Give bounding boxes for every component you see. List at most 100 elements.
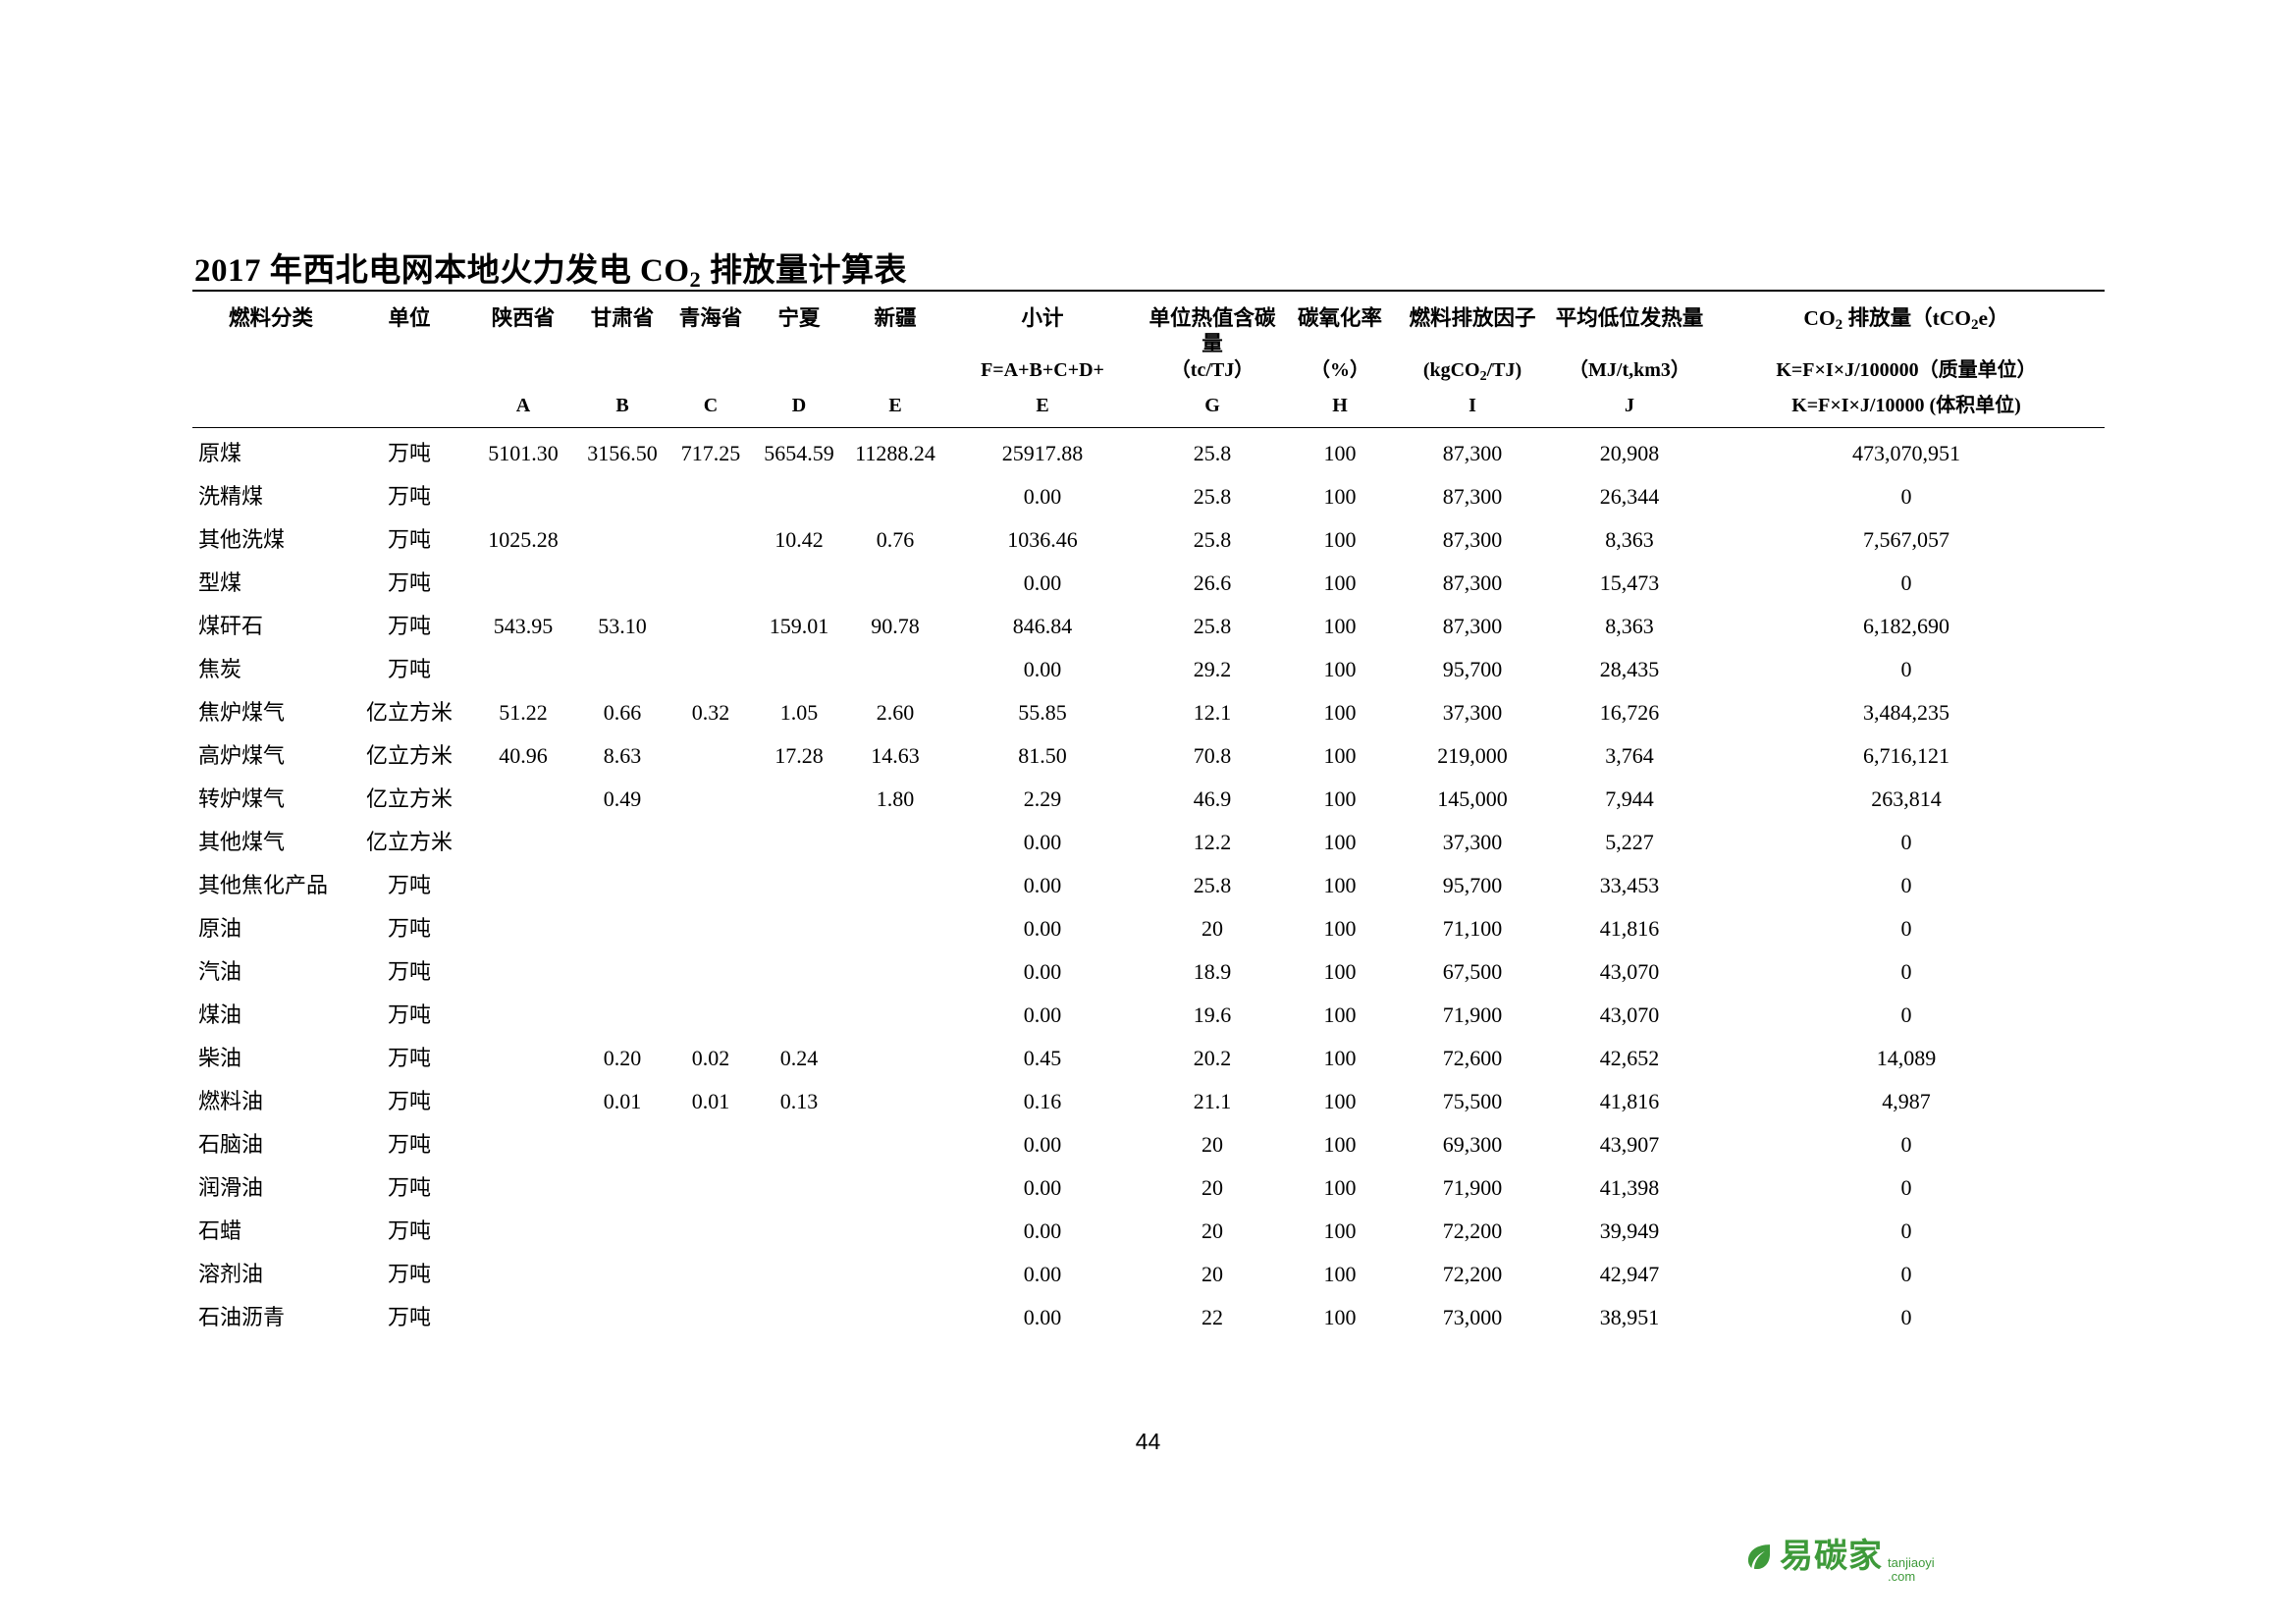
cell-e bbox=[844, 1166, 946, 1210]
table-row: 石蜡 万吨 0.00 20 100 72,200 39,949 0 bbox=[192, 1210, 2105, 1253]
cell-g: 25.8 bbox=[1193, 873, 1232, 898]
cell-i: 71,100 bbox=[1442, 916, 1503, 942]
cell-b: 0.01 bbox=[603, 1089, 642, 1114]
column-header-content: CO2 排放量（tCO2e） K=F×I×J/100000（质量单位） K=F×I×… bbox=[1708, 292, 2105, 427]
cell-j: 38,951 bbox=[1599, 1305, 1660, 1330]
cell-k: 3,484,235 bbox=[1863, 700, 1949, 726]
cell-fuel-name: 焦炭 bbox=[198, 657, 242, 682]
column-header-line1: 燃料排放因子 bbox=[1409, 306, 1536, 330]
cell-d: 1.05 bbox=[779, 700, 819, 726]
cell-f: 0.00 bbox=[1023, 657, 1062, 682]
cell-fuel-name: 高炉煤气 bbox=[198, 743, 286, 769]
cell-k: 0 bbox=[1900, 1305, 1912, 1330]
table-header-row: 燃料分类 单位 陕西省 A 甘肃省 B 青海省 C 宁夏 D 新疆 E 小计 F=A+B+C+D+ E 单位热… bbox=[192, 290, 2105, 428]
cell-d: 0.24 bbox=[779, 1046, 819, 1071]
cell-h: 100 bbox=[1323, 1089, 1357, 1114]
column-header-line1: 甘肃省 bbox=[590, 306, 655, 330]
cell-g: 20 bbox=[1201, 1132, 1223, 1158]
cell-g: 25.8 bbox=[1193, 441, 1232, 466]
cell-c bbox=[667, 562, 754, 605]
cell-b bbox=[577, 864, 667, 907]
cell-a bbox=[469, 994, 577, 1037]
cell-fuel-name: 润滑油 bbox=[198, 1175, 264, 1201]
cell-d bbox=[754, 648, 844, 691]
cell-h: 100 bbox=[1323, 527, 1357, 553]
column-header-line2: F=A+B+C+D+ bbox=[981, 359, 1104, 381]
cell-e bbox=[844, 475, 946, 518]
cell-f: 55.85 bbox=[1018, 700, 1067, 726]
cell-g: 20 bbox=[1201, 1218, 1223, 1244]
cell-fuel-name: 煤矸石 bbox=[198, 614, 264, 639]
cell-d bbox=[754, 864, 844, 907]
cell-b bbox=[577, 562, 667, 605]
cell-j: 26,344 bbox=[1599, 484, 1660, 510]
column-header-line3: B bbox=[615, 395, 629, 416]
cell-g: 29.2 bbox=[1193, 657, 1232, 682]
table-row: 石脑油 万吨 0.00 20 100 69,300 43,907 0 bbox=[192, 1123, 2105, 1166]
cell-d: 17.28 bbox=[774, 743, 824, 769]
cell-unit: 亿立方米 bbox=[365, 786, 453, 812]
cell-c: 0.01 bbox=[691, 1089, 730, 1114]
cell-f: 1036.46 bbox=[1007, 527, 1078, 553]
cell-unit: 亿立方米 bbox=[365, 743, 453, 769]
cell-c bbox=[667, 864, 754, 907]
watermark-brand: 易碳家 bbox=[1780, 1537, 1883, 1577]
cell-f: 0.00 bbox=[1023, 916, 1062, 942]
cell-fuel-name: 其他洗煤 bbox=[198, 527, 286, 553]
column-header-line1: 青海省 bbox=[678, 306, 743, 330]
cell-f: 0.00 bbox=[1023, 1305, 1062, 1330]
cell-a: 1025.28 bbox=[488, 527, 559, 553]
cell-unit: 万吨 bbox=[387, 614, 431, 639]
cell-b bbox=[577, 648, 667, 691]
cell-a bbox=[469, 1253, 577, 1296]
cell-h: 100 bbox=[1323, 1046, 1357, 1071]
watermark-domain-line2: .com bbox=[1888, 1569, 1916, 1584]
cell-fuel-name: 石脑油 bbox=[198, 1132, 264, 1158]
cell-f: 0.00 bbox=[1023, 1218, 1062, 1244]
cell-fuel-name: 煤油 bbox=[198, 1002, 242, 1028]
cell-j: 41,816 bbox=[1599, 916, 1660, 942]
cell-b: 0.66 bbox=[603, 700, 642, 726]
column-header-content: 平均低位发热量 （MJ/t,km3） J bbox=[1551, 292, 1708, 427]
cell-c bbox=[667, 1166, 754, 1210]
cell-unit: 万吨 bbox=[387, 1305, 431, 1330]
cell-k: 0 bbox=[1900, 1175, 1912, 1201]
table-row: 原油 万吨 0.00 20 100 71,100 41,816 0 bbox=[192, 907, 2105, 950]
cell-b: 8.63 bbox=[603, 743, 642, 769]
column-header-content: 甘肃省 B bbox=[577, 292, 667, 427]
cell-g: 70.8 bbox=[1193, 743, 1232, 769]
cell-j: 16,726 bbox=[1599, 700, 1660, 726]
cell-f: 0.00 bbox=[1023, 570, 1062, 596]
cell-f: 81.50 bbox=[1018, 743, 1067, 769]
cell-d: 0.13 bbox=[779, 1089, 819, 1114]
cell-c bbox=[667, 778, 754, 821]
column-header-line1: 单位 bbox=[388, 306, 431, 330]
cell-d bbox=[754, 562, 844, 605]
cell-g: 46.9 bbox=[1193, 786, 1232, 812]
cell-d bbox=[754, 1123, 844, 1166]
column-header-line1: 陕西省 bbox=[491, 306, 556, 330]
cell-f: 0.00 bbox=[1023, 484, 1062, 510]
cell-b bbox=[577, 1253, 667, 1296]
column-header-line2: K=F×I×J/100000（质量单位） bbox=[1776, 359, 2037, 381]
cell-i: 145,000 bbox=[1437, 786, 1508, 812]
column-header-line3: J bbox=[1625, 395, 1634, 416]
cell-fuel-name: 其他焦化产品 bbox=[198, 873, 329, 898]
cell-unit: 万吨 bbox=[387, 1262, 431, 1287]
column-header-line3: H bbox=[1332, 395, 1348, 416]
cell-unit: 万吨 bbox=[387, 1002, 431, 1028]
cell-k: 0 bbox=[1900, 1262, 1912, 1287]
watermark-text: 易碳家 tanjiaoyi .com bbox=[1780, 1529, 1935, 1583]
table-row: 焦炉煤气 亿立方米 51.22 0.66 0.32 1.05 2.60 55.85 12.1 10… bbox=[192, 691, 2105, 734]
cell-h: 100 bbox=[1323, 873, 1357, 898]
table-row: 型煤 万吨 0.00 26.6 100 87,300 15,473 0 bbox=[192, 562, 2105, 605]
cell-k: 0 bbox=[1900, 657, 1912, 682]
cell-e bbox=[844, 907, 946, 950]
cell-unit: 万吨 bbox=[387, 959, 431, 985]
watermark-domain: tanjiaoyi .com bbox=[1888, 1556, 1935, 1583]
cell-c: 0.32 bbox=[691, 700, 730, 726]
cell-a bbox=[469, 907, 577, 950]
table-row: 焦炭 万吨 0.00 29.2 100 95,700 28,435 0 bbox=[192, 648, 2105, 691]
cell-fuel-name: 原煤 bbox=[198, 441, 242, 466]
cell-a bbox=[469, 1080, 577, 1123]
